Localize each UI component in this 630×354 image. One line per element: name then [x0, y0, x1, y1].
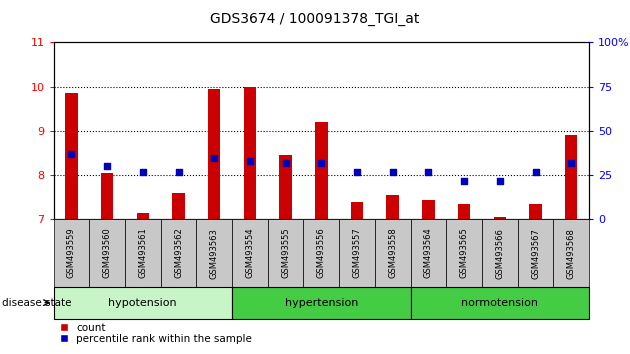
Bar — [482, 219, 518, 287]
Text: hypotension: hypotension — [108, 298, 177, 308]
Bar — [529, 204, 542, 219]
Bar — [279, 155, 292, 219]
Text: hypertension: hypertension — [285, 298, 358, 308]
Point — [102, 164, 112, 169]
Bar — [411, 287, 589, 319]
Point — [495, 178, 505, 183]
Bar — [304, 219, 339, 287]
Bar — [375, 219, 411, 287]
Point — [352, 169, 362, 175]
Point — [66, 151, 76, 157]
Bar — [197, 219, 232, 287]
Text: GSM493558: GSM493558 — [388, 228, 397, 279]
Text: GSM493559: GSM493559 — [67, 228, 76, 279]
Bar — [458, 204, 471, 219]
Bar — [54, 287, 232, 319]
Bar — [553, 219, 589, 287]
Bar — [339, 219, 375, 287]
Text: GDS3674 / 100091378_TGI_at: GDS3674 / 100091378_TGI_at — [210, 12, 420, 27]
Point — [566, 160, 576, 166]
Bar — [422, 200, 435, 219]
Point — [316, 160, 326, 166]
Text: GSM493554: GSM493554 — [246, 228, 255, 279]
Text: GSM493568: GSM493568 — [567, 228, 576, 279]
Bar — [125, 219, 161, 287]
Text: GSM493562: GSM493562 — [174, 228, 183, 279]
Bar — [54, 219, 89, 287]
Legend: count, percentile rank within the sample: count, percentile rank within the sample — [59, 321, 253, 345]
Text: GSM493566: GSM493566 — [495, 228, 504, 279]
Point — [280, 160, 290, 166]
Bar — [446, 219, 482, 287]
Point — [423, 169, 433, 175]
Bar — [101, 173, 113, 219]
Text: GSM493564: GSM493564 — [424, 228, 433, 279]
Text: GSM493560: GSM493560 — [103, 228, 112, 279]
Bar — [315, 122, 328, 219]
Bar — [232, 219, 268, 287]
Point — [245, 158, 255, 164]
Point — [459, 178, 469, 183]
Bar — [208, 89, 220, 219]
Text: GSM493556: GSM493556 — [317, 228, 326, 279]
Text: GSM493555: GSM493555 — [281, 228, 290, 279]
Bar — [411, 219, 446, 287]
Text: GSM493563: GSM493563 — [210, 228, 219, 279]
Text: normotension: normotension — [461, 298, 538, 308]
Bar — [232, 287, 411, 319]
Bar — [386, 195, 399, 219]
Point — [173, 169, 183, 175]
Bar — [268, 219, 304, 287]
Text: GSM493561: GSM493561 — [139, 228, 147, 279]
Text: GSM493557: GSM493557 — [353, 228, 362, 279]
Text: GSM493567: GSM493567 — [531, 228, 540, 279]
Bar — [137, 213, 149, 219]
Point — [209, 155, 219, 160]
Bar — [493, 217, 506, 219]
Bar — [89, 219, 125, 287]
Bar — [518, 219, 553, 287]
Text: disease state: disease state — [2, 298, 71, 308]
Bar — [172, 193, 185, 219]
Bar — [244, 87, 256, 219]
Bar — [351, 202, 364, 219]
Point — [530, 169, 541, 175]
Point — [387, 169, 398, 175]
Text: GSM493565: GSM493565 — [460, 228, 469, 279]
Bar — [161, 219, 197, 287]
Bar — [65, 93, 77, 219]
Bar — [565, 135, 578, 219]
Point — [138, 169, 148, 175]
